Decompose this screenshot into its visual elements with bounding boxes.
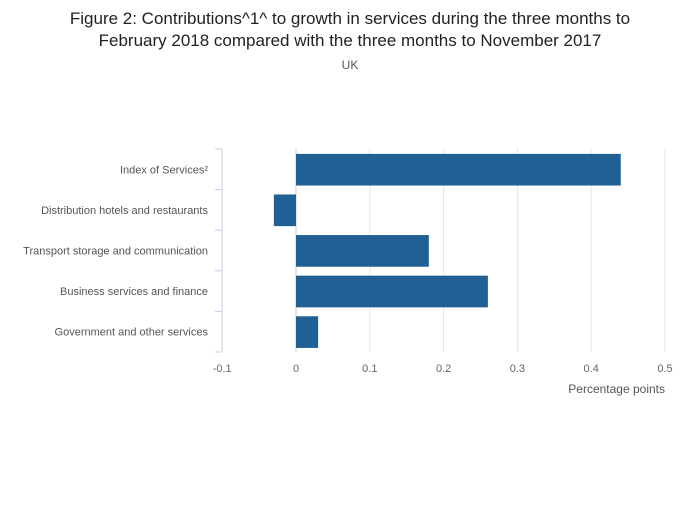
bar-1 — [273, 194, 296, 227]
x-tick-label: 0.4 — [584, 363, 599, 375]
x-tick-label: 0.2 — [436, 363, 451, 375]
x-axis-label: Percentage points — [568, 382, 665, 396]
category-label: Transport storage and communication — [23, 246, 208, 258]
chart-title-line-2: February 2018 compared with the three mo… — [99, 31, 602, 50]
category-label: Index of Services² — [120, 164, 208, 176]
bar-0 — [296, 153, 621, 186]
category-label: Government and other services — [55, 327, 209, 339]
x-tick-label: 0 — [293, 363, 299, 375]
bar-3 — [296, 275, 488, 308]
bar-2 — [296, 235, 429, 267]
x-tick-label: 0.3 — [510, 363, 525, 375]
category-label: Business services and finance — [60, 286, 208, 298]
category-label: Distribution hotels and restaurants — [41, 205, 208, 217]
x-tick-label: 0.5 — [657, 363, 672, 375]
x-tick-label: 0.1 — [362, 363, 377, 375]
chart-subtitle: UK — [342, 58, 359, 72]
bar-4 — [296, 316, 319, 348]
x-tick-label: -0.1 — [213, 363, 232, 375]
chart-title-line-1: Figure 2: Contributions^1^ to growth in … — [70, 9, 630, 28]
